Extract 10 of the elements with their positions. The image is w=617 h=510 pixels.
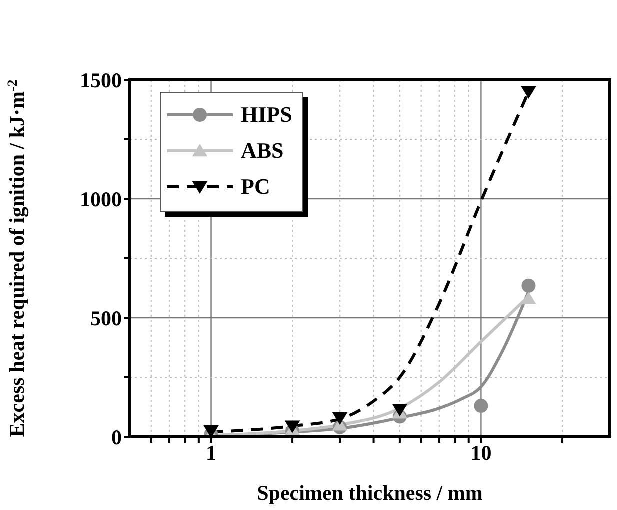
x-axis-title: Specimen thickness / mm — [257, 481, 484, 505]
legend-label: ABS — [241, 138, 284, 164]
y-tick-label: 1500 — [80, 68, 122, 92]
y-tick-label: 1000 — [80, 187, 122, 212]
y-tick-label: 0 — [112, 425, 122, 450]
x-tick-label: 10 — [470, 440, 492, 465]
y-tick-label: 500 — [90, 306, 122, 330]
legend-label: PC — [241, 174, 270, 200]
legend-label: HIPS — [241, 102, 292, 128]
x-tick-label: 1 — [206, 440, 217, 465]
